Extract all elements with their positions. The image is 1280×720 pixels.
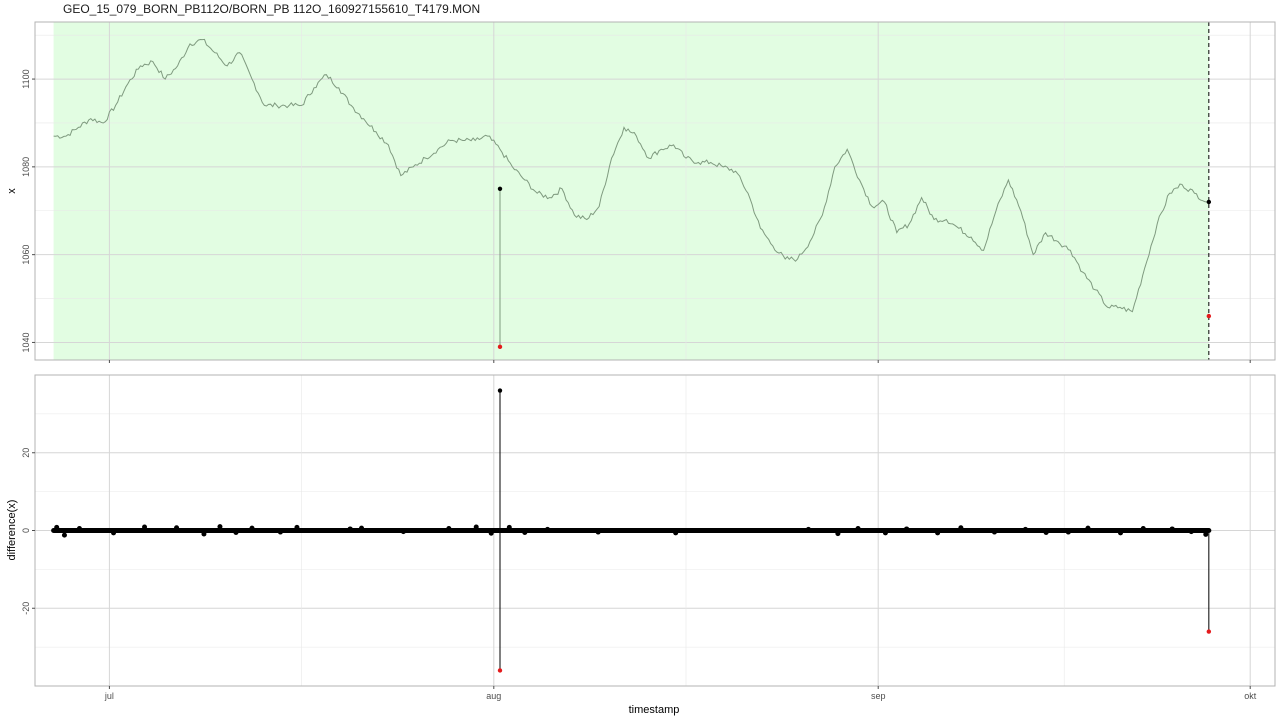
- difference-point: [506, 524, 512, 530]
- difference-point: [488, 530, 494, 536]
- difference-point: [545, 526, 551, 532]
- y-tick-label: -20: [21, 602, 31, 615]
- x-tick-label: okt: [1244, 691, 1257, 701]
- bottom-panel: -20 0 20 jul aug sep okt: [21, 374, 1276, 701]
- difference-point: [673, 530, 679, 536]
- difference-point: [359, 525, 365, 531]
- chart-title: GEO_15_079_BORN_PB112O/BORN_PB 112O_1609…: [63, 2, 481, 16]
- difference-point: [217, 524, 223, 530]
- top-panel: 1040 1060 1080 1100: [21, 21, 1276, 363]
- highlight-point: [1206, 313, 1212, 319]
- y-tick-label: 1040: [21, 332, 31, 352]
- y-axis-title-bottom: difference(x): [6, 500, 18, 561]
- panel-border-top: [34, 21, 1276, 361]
- difference-point: [277, 529, 283, 535]
- shaded-region: [53, 22, 1209, 360]
- difference-point: [1203, 531, 1209, 537]
- difference-point: [61, 532, 67, 538]
- spike-point: [1206, 629, 1212, 634]
- difference-point: [1085, 525, 1091, 531]
- highlight-point: [497, 186, 503, 192]
- y-tick-label: 20: [21, 448, 31, 458]
- difference-point: [76, 526, 82, 532]
- difference-point: [805, 526, 811, 532]
- y-axis-title-top: x: [6, 188, 18, 194]
- x-tick-label: aug: [486, 691, 501, 701]
- difference-point: [233, 529, 239, 535]
- spike-point: [497, 668, 503, 673]
- x-tick-label: jul: [104, 691, 114, 701]
- difference-point: [935, 530, 941, 536]
- difference-point: [522, 529, 528, 535]
- difference-point: [294, 524, 300, 530]
- difference-point: [473, 524, 479, 530]
- y-tick-label: 1100: [21, 69, 31, 88]
- y-tick-label: 0: [21, 528, 31, 533]
- difference-point: [400, 529, 406, 535]
- spike-point: [497, 388, 503, 393]
- x-axis-title: timestamp: [629, 704, 680, 716]
- difference-point: [1022, 526, 1028, 532]
- difference-point: [347, 526, 353, 532]
- highlight-point: [1206, 199, 1212, 205]
- difference-point: [1043, 529, 1049, 535]
- difference-point: [201, 531, 207, 537]
- difference-point: [1065, 529, 1071, 535]
- x-tick-label: sep: [871, 691, 886, 701]
- difference-point: [595, 529, 601, 535]
- difference-point: [142, 524, 148, 530]
- difference-point: [1169, 526, 1175, 532]
- difference-point: [958, 525, 964, 531]
- difference-point: [249, 525, 255, 531]
- difference-point: [904, 526, 910, 532]
- difference-point: [855, 526, 861, 532]
- difference-point: [54, 524, 60, 530]
- difference-point: [174, 525, 180, 531]
- y-tick-label: 1080: [21, 157, 31, 177]
- difference-point: [835, 531, 841, 537]
- difference-point: [1140, 526, 1146, 532]
- difference-point: [991, 529, 997, 535]
- difference-point: [1188, 529, 1194, 535]
- highlight-point: [497, 344, 503, 350]
- difference-point: [446, 526, 452, 532]
- difference-point: [111, 530, 117, 536]
- y-tick-label: 1060: [21, 245, 31, 265]
- difference-point: [882, 530, 888, 536]
- series-line-x: [53, 38, 1207, 313]
- difference-point: [1118, 530, 1124, 536]
